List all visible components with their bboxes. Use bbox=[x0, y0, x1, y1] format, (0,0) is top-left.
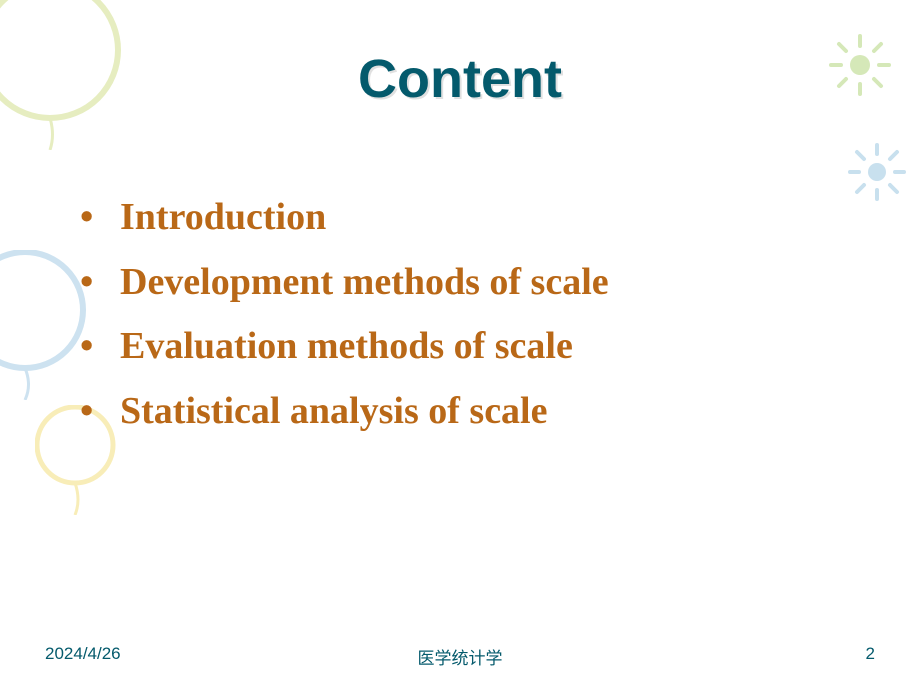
list-item: Introduction bbox=[80, 185, 920, 250]
footer-page-number: 2 bbox=[866, 644, 875, 664]
list-item: Development methods of scale bbox=[80, 250, 920, 315]
footer-date: 2024/4/26 bbox=[45, 644, 121, 664]
list-item: Evaluation methods of scale bbox=[80, 314, 920, 379]
slide-footer: 2024/4/26 医学统计学 2 bbox=[0, 644, 920, 668]
footer-center-text: 医学统计学 bbox=[418, 644, 503, 669]
content-bullet-list: Introduction Development methods of scal… bbox=[80, 185, 920, 443]
list-item: Statistical analysis of scale bbox=[80, 379, 920, 444]
slide-title: Content bbox=[0, 0, 920, 110]
